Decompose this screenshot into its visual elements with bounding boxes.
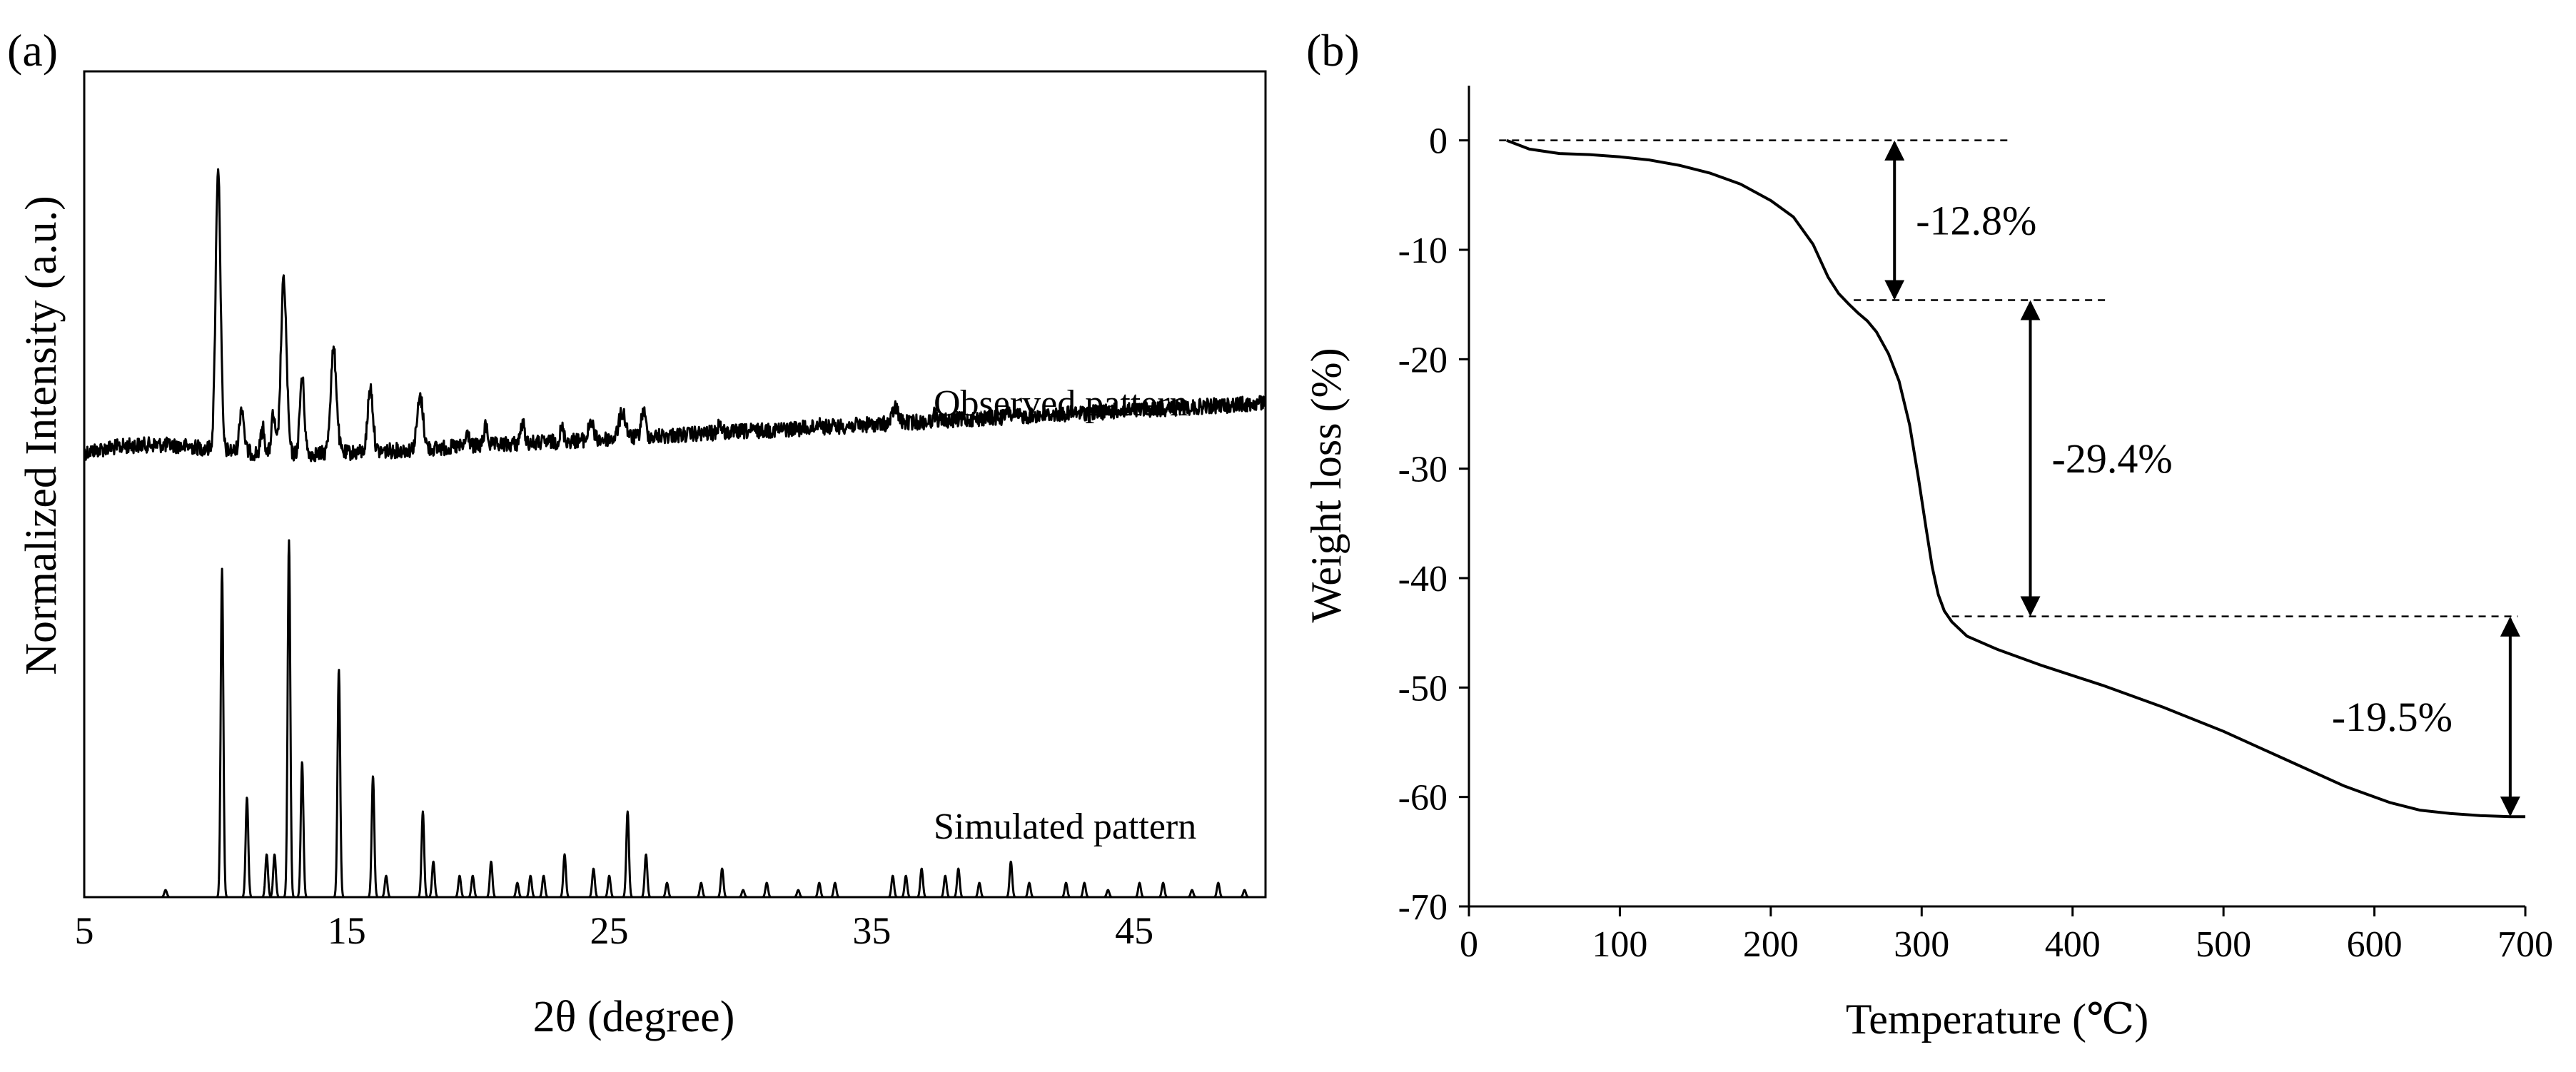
panel-b-ytick-label: -10 <box>1398 231 1448 271</box>
simulated-pattern-label: Simulated pattern <box>934 806 1196 847</box>
panel-a-xtick-label: 25 <box>590 909 629 952</box>
panel-b-ytick-label: -40 <box>1398 559 1448 600</box>
panel-b-ytick-label: 0 <box>1429 121 1448 162</box>
panel-b-step-arrows: -12.8% -29.4% -19.5% <box>1884 140 2520 817</box>
panel-b-xtick-label: 600 <box>2347 924 2403 965</box>
panel-b-ytick-label: -20 <box>1398 340 1448 380</box>
panel-b: (b) Weight loss (%) Temperature (℃) 0 100… <box>1303 25 2553 1043</box>
panel-b-xtick-label: 700 <box>2497 924 2553 965</box>
panel-a-xtick-label: 15 <box>328 909 366 952</box>
panel-b-xtick-label: 100 <box>1592 924 1647 965</box>
panel-a: (a) Normalized Intensity (a.u.) 2θ (degr… <box>7 25 1267 1041</box>
step-label: -29.4% <box>2052 435 2173 482</box>
panel-b-ytick-label: -70 <box>1398 887 1448 928</box>
panel-b-ytick-label: -60 <box>1398 778 1448 819</box>
panel-b-ytick-label: -30 <box>1398 450 1448 490</box>
panel-b-xtick-label: 300 <box>1894 924 1949 965</box>
panel-a-plot-frame <box>83 70 1267 899</box>
panel-b-xlabel: Temperature (℃) <box>1846 996 2148 1043</box>
panel-b-ylabel: Weight loss (%) <box>1303 348 1350 622</box>
panel-b-ticks: 0 100 200 300 400 500 600 700 0 -10 -20 -30 -40 -50 -6… <box>1398 121 2553 965</box>
panel-b-reference-lines <box>1499 139 2518 617</box>
step-label: -12.8% <box>1916 198 2036 244</box>
step-label: -19.5% <box>2332 694 2453 740</box>
panel-b-label: (b) <box>1306 25 1360 76</box>
panel-b-xtick-label: 0 <box>1460 924 1478 965</box>
panel-a-ylabel: Normalized Intensity (a.u.) <box>17 196 66 674</box>
panel-a-xtick-label: 35 <box>852 909 891 952</box>
panel-a-xtick-label: 5 <box>75 909 94 952</box>
panel-b-ytick-label: -50 <box>1398 668 1448 709</box>
panel-a-xtick-label: 45 <box>1115 909 1153 952</box>
observed-pattern-label: Observed pattern <box>934 383 1188 424</box>
observed-pattern-line <box>83 168 1266 462</box>
panel-b-xtick-label: 200 <box>1743 924 1799 965</box>
panel-b-xtick-label: 400 <box>2045 924 2101 965</box>
panel-a-xlabel: 2θ (degree) <box>533 993 735 1041</box>
panel-a-tick-labels: 5 15 25 35 45 <box>75 909 1154 952</box>
tga-curve <box>1506 138 2525 819</box>
panel-b-xtick-label: 500 <box>2196 924 2251 965</box>
panel-a-label: (a) <box>7 25 58 76</box>
